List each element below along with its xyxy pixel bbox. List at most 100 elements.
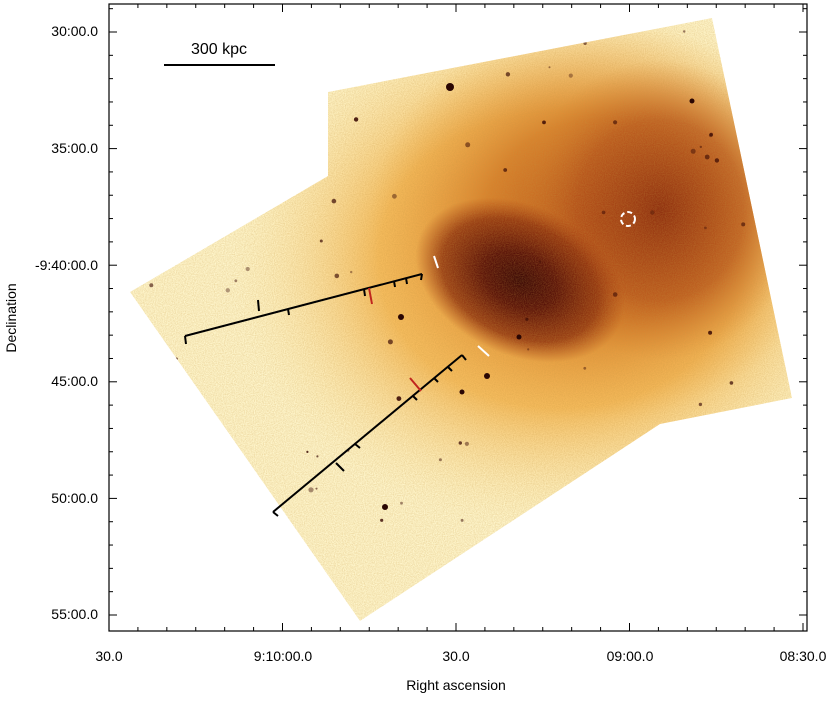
point-source <box>688 489 694 495</box>
y-tick-label: 50:00.0 <box>51 490 98 506</box>
point-source <box>714 158 720 163</box>
point-source <box>355 48 359 52</box>
point-source <box>234 279 238 283</box>
point-source <box>325 121 328 124</box>
point-source <box>392 193 397 199</box>
point-source <box>145 57 150 62</box>
edge-tick-upper <box>368 287 373 305</box>
point-source <box>172 590 177 595</box>
y-tick-label: 45:00.0 <box>51 373 98 389</box>
point-source <box>650 210 655 215</box>
point-source <box>458 441 462 445</box>
point-source <box>334 273 340 279</box>
point-source <box>464 441 469 446</box>
point-source <box>503 168 508 172</box>
point-source <box>400 501 403 505</box>
scale-bar: 300 kpc <box>164 41 275 66</box>
point-source <box>741 222 746 227</box>
point-source <box>704 226 707 230</box>
edge-tick-lower <box>409 377 422 392</box>
x-tick-labels: 30.0 9:10:00.0 30.0 09:00.0 08:30.0 <box>95 648 826 664</box>
point-source <box>568 73 573 78</box>
point-source <box>538 260 542 264</box>
point-source <box>766 578 772 584</box>
point-source <box>699 145 702 149</box>
y-tick-labels: 30:00.0 35:00.0 -9:40:00.0 45:00.0 50:00… <box>35 23 98 622</box>
bright-point-source <box>382 504 388 510</box>
point-source <box>638 455 644 460</box>
point-source <box>319 239 323 243</box>
y-tick-label: 30:00.0 <box>51 23 98 39</box>
point-source <box>698 402 703 407</box>
point-source <box>164 238 169 243</box>
point-source <box>158 579 162 583</box>
point-source <box>245 266 250 272</box>
y-tick-label: -9:40:00.0 <box>35 257 98 273</box>
point-source <box>175 357 178 361</box>
scale-bar-label: 300 kpc <box>191 41 247 58</box>
bright-point-source <box>516 334 522 340</box>
point-source <box>774 565 777 568</box>
point-source <box>642 447 646 451</box>
point-source <box>690 148 696 154</box>
point-source <box>525 317 529 321</box>
white-marker-lower <box>477 345 490 357</box>
bright-point-source <box>459 389 465 395</box>
point-source <box>387 339 393 345</box>
point-source <box>465 142 471 148</box>
point-source <box>353 117 359 122</box>
point-source <box>733 571 737 575</box>
point-source <box>708 330 713 335</box>
point-source <box>601 210 606 215</box>
x-tick-label: 9:10:00.0 <box>254 648 313 664</box>
point-source <box>776 206 780 210</box>
point-source <box>396 396 402 401</box>
point-source <box>265 30 269 34</box>
point-source <box>225 288 230 293</box>
point-source <box>200 110 204 115</box>
point-source <box>505 72 511 77</box>
point-source <box>331 198 337 204</box>
y-tick-label: 55:00.0 <box>51 606 98 622</box>
point-source <box>306 450 309 453</box>
bright-point-source <box>446 83 454 91</box>
y-axis-label: Declination <box>3 283 19 352</box>
white-marker-upper <box>433 255 439 269</box>
bright-point-source <box>689 98 695 104</box>
point-source <box>612 292 618 297</box>
point-source <box>350 270 353 274</box>
point-source <box>199 511 205 517</box>
point-source <box>583 41 587 45</box>
point-source <box>308 487 314 493</box>
point-source <box>438 458 442 462</box>
point-source <box>583 366 587 370</box>
point-source <box>723 483 727 487</box>
x-axis-label: Right ascension <box>406 677 506 693</box>
profile-line-upper <box>184 273 423 345</box>
bright-point-source <box>398 314 404 320</box>
x-tick-label: 09:00.0 <box>607 648 654 664</box>
point-source <box>613 120 618 125</box>
dashed-circle-marker-icon <box>620 211 636 227</box>
y-tick-label: 35:00.0 <box>51 140 98 156</box>
point-source <box>729 543 733 547</box>
point-source <box>542 120 546 125</box>
x-tick-label: 30.0 <box>442 648 469 664</box>
point-source <box>149 283 154 288</box>
point-source <box>548 66 551 69</box>
x-tick-label: 08:30.0 <box>780 648 827 664</box>
profile-line-lower <box>272 354 467 517</box>
axis-ticks <box>108 4 807 631</box>
point-source <box>683 30 686 33</box>
point-source <box>460 518 464 522</box>
point-source <box>704 154 710 160</box>
point-source <box>316 455 319 458</box>
point-source <box>709 132 713 137</box>
point-source <box>380 518 384 522</box>
bright-point-source <box>484 373 490 379</box>
point-source <box>527 348 530 351</box>
x-tick-label: 30.0 <box>95 648 122 664</box>
point-source <box>729 381 734 385</box>
